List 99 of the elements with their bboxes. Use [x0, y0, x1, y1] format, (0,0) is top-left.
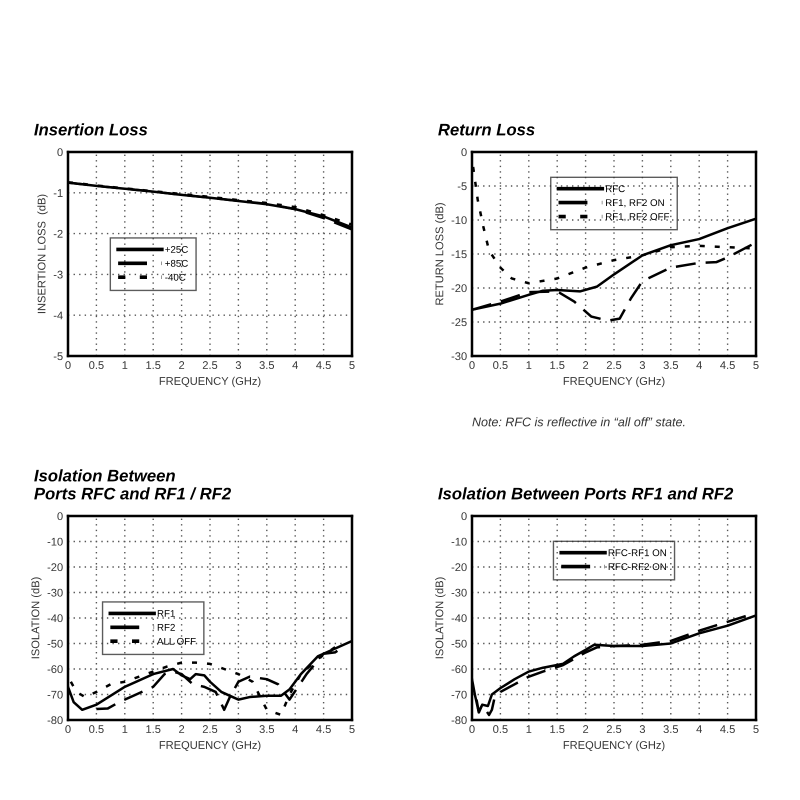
y-tick-label: -5 [458, 182, 467, 190]
x-tick-label: 1 [122, 361, 128, 369]
x-tick-label: 3.5 [260, 361, 274, 370]
x-tick-label: 5 [349, 361, 355, 370]
legend-label: RF1 [158, 610, 175, 617]
legend-label: -40C [165, 274, 186, 281]
chart-title: Return Loss [438, 124, 535, 136]
y-tick-label: -15 [452, 250, 467, 258]
x-tick-label: 3.5 [664, 725, 678, 734]
y-tick-label: -70 [452, 690, 467, 699]
x-tick-label: 1 [526, 725, 532, 733]
y-tick-label: -3 [54, 270, 63, 279]
y-tick-label: -70 [48, 690, 63, 699]
y-tick-label: -40 [48, 614, 63, 622]
x-tick-label: 2 [179, 725, 184, 733]
x-tick-label: 4.5 [720, 361, 735, 370]
legend-label: RFC-RF2 ON [608, 563, 666, 570]
x-tick-label: 4 [696, 725, 702, 733]
x-axis-title: FREQUENCY (GHz) [160, 376, 260, 388]
y-tick-label: -60 [452, 665, 467, 674]
y-tick-label: -10 [452, 538, 467, 546]
y-tick-label: -2 [54, 230, 63, 238]
y-tick-label: -1 [54, 189, 63, 197]
x-tick-label: 0 [65, 725, 71, 734]
y-tick-label: -30 [452, 352, 467, 360]
x-tick-label: 3.5 [664, 361, 678, 370]
x-tick-label: 0.5 [493, 361, 508, 370]
x-tick-label: 1 [122, 725, 128, 733]
y-tick-label: 0 [57, 512, 63, 520]
y-tick-label: 0 [57, 148, 63, 156]
chart-title: Isolation Between Ports RF1 and RF2 [438, 487, 734, 500]
text: Note: RFC is reflective in “all off” state. [472, 417, 684, 426]
y-axis-title: ISOLATION (dB) [31, 577, 42, 658]
legend-label: RF1, RF2 OFF [606, 213, 670, 222]
y-tick-label: -20 [48, 563, 63, 572]
x-tick-label: 2.5 [606, 725, 622, 734]
chart-title: Insertion Loss [34, 123, 148, 136]
y-tick-label: -4 [54, 312, 63, 320]
y-tick-label: -50 [452, 640, 467, 648]
y-tick-label: -60 [48, 665, 63, 674]
x-tick-label: 2.5 [606, 361, 622, 370]
x-axis-title: FREQUENCY (GHz) [160, 740, 260, 752]
legend-label: RF2 [158, 624, 175, 631]
x-tick-label: 1.5 [550, 361, 564, 370]
x-tick-label: 0.5 [89, 725, 104, 734]
legend-label: ALL OFF [157, 638, 196, 645]
legend-label: RF1, RF2 ON [606, 199, 664, 208]
y-axis-title: INSERTION LOSS (dB) [37, 194, 48, 314]
x-tick-label: 3 [640, 361, 645, 370]
x-tick-label: 4 [696, 361, 702, 369]
x-tick-label: 2 [179, 361, 184, 369]
x-tick-label: 4.5 [316, 361, 331, 370]
x-tick-label: 2 [583, 361, 588, 369]
y-tick-label: -5 [54, 352, 63, 360]
x-tick-label: 1 [526, 361, 532, 369]
y-tick-label: -80 [48, 716, 63, 724]
x-tick-label: 1.5 [146, 725, 160, 734]
y-axis-title: ISOLATION (dB) [435, 577, 446, 658]
y-tick-label: -10 [452, 216, 467, 224]
x-tick-label: 1.5 [146, 361, 160, 370]
legend-label: +25C [165, 246, 188, 253]
x-axis-title: FREQUENCY (GHz) [564, 740, 664, 752]
x-tick-label: 4.5 [720, 725, 735, 734]
legend-label: RFC [606, 185, 625, 192]
x-tick-label: 4.5 [316, 725, 331, 734]
x-tick-label: 0 [469, 725, 475, 734]
x-axis-title: FREQUENCY (GHz) [564, 376, 664, 388]
x-tick-label: 4 [292, 725, 298, 733]
y-tick-label: -30 [48, 588, 63, 597]
x-tick-label: 3.5 [260, 725, 274, 734]
y-tick-label: -40 [452, 614, 467, 622]
y-tick-label: -20 [452, 284, 467, 292]
y-tick-label: -10 [48, 538, 63, 546]
legend-label: +85C [165, 260, 188, 267]
x-tick-label: 2 [583, 725, 588, 733]
x-tick-label: 0 [65, 361, 71, 370]
x-tick-label: 2.5 [202, 361, 218, 370]
chart-title: Isolation Between Ports RFC and RF1 / RF2 [34, 469, 231, 500]
x-tick-label: 0.5 [89, 361, 104, 370]
x-tick-label: 3 [236, 725, 241, 734]
y-tick-label: -25 [452, 318, 467, 326]
x-tick-label: 1.5 [550, 725, 564, 734]
y-axis-title: RETURN LOSS (dB) [435, 203, 446, 305]
x-tick-label: 5 [349, 725, 355, 734]
y-tick-label: -50 [48, 640, 63, 648]
x-tick-label: 3 [236, 361, 241, 370]
x-tick-label: 0 [469, 361, 475, 370]
x-tick-label: 2.5 [202, 725, 218, 734]
y-tick-label: 0 [461, 148, 467, 156]
y-tick-label: -80 [452, 716, 467, 724]
x-tick-label: 5 [753, 361, 759, 370]
x-tick-label: 4 [292, 361, 298, 369]
legend-label: RFC-RF1 ON [608, 549, 666, 556]
y-tick-label: -20 [452, 563, 467, 572]
y-tick-label: 0 [461, 512, 467, 520]
x-tick-label: 5 [753, 725, 759, 734]
x-tick-label: 3 [640, 725, 645, 734]
y-tick-label: -30 [452, 588, 467, 597]
x-tick-label: 0.5 [493, 725, 508, 734]
